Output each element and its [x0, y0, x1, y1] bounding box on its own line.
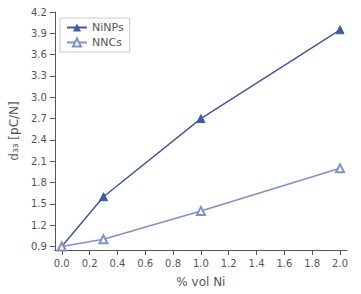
svg-text:1.2: 1.2 [221, 258, 237, 269]
svg-text:d₃₃ [pC/N]: d₃₃ [pC/N] [7, 101, 21, 160]
svg-text:3.3: 3.3 [31, 70, 47, 81]
svg-text:1.0: 1.0 [193, 258, 209, 269]
svg-text:% vol Ni: % vol Ni [176, 275, 225, 289]
svg-text:2.1: 2.1 [31, 156, 47, 167]
svg-text:2.7: 2.7 [31, 113, 47, 124]
svg-text:1.8: 1.8 [304, 258, 320, 269]
svg-text:1.2: 1.2 [31, 220, 47, 231]
svg-text:0.8: 0.8 [165, 258, 181, 269]
svg-text:2.4: 2.4 [31, 134, 47, 145]
svg-text:0.0: 0.0 [54, 258, 70, 269]
svg-text:3.6: 3.6 [31, 49, 47, 60]
svg-text:4.2: 4.2 [31, 7, 47, 18]
svg-text:1.8: 1.8 [31, 177, 47, 188]
svg-text:1.4: 1.4 [249, 258, 265, 269]
svg-text:1.5: 1.5 [31, 198, 47, 209]
svg-text:0.2: 0.2 [82, 258, 98, 269]
svg-text:0.9: 0.9 [31, 241, 47, 252]
svg-text:1.6: 1.6 [276, 258, 292, 269]
svg-text:NiNPs: NiNPs [92, 21, 124, 34]
svg-text:2.0: 2.0 [332, 258, 348, 269]
svg-text:3.9: 3.9 [31, 28, 47, 39]
svg-text:0.4: 0.4 [109, 258, 125, 269]
svg-text:NNCs: NNCs [92, 36, 122, 49]
svg-text:3.0: 3.0 [31, 92, 47, 103]
svg-text:0.6: 0.6 [137, 258, 153, 269]
